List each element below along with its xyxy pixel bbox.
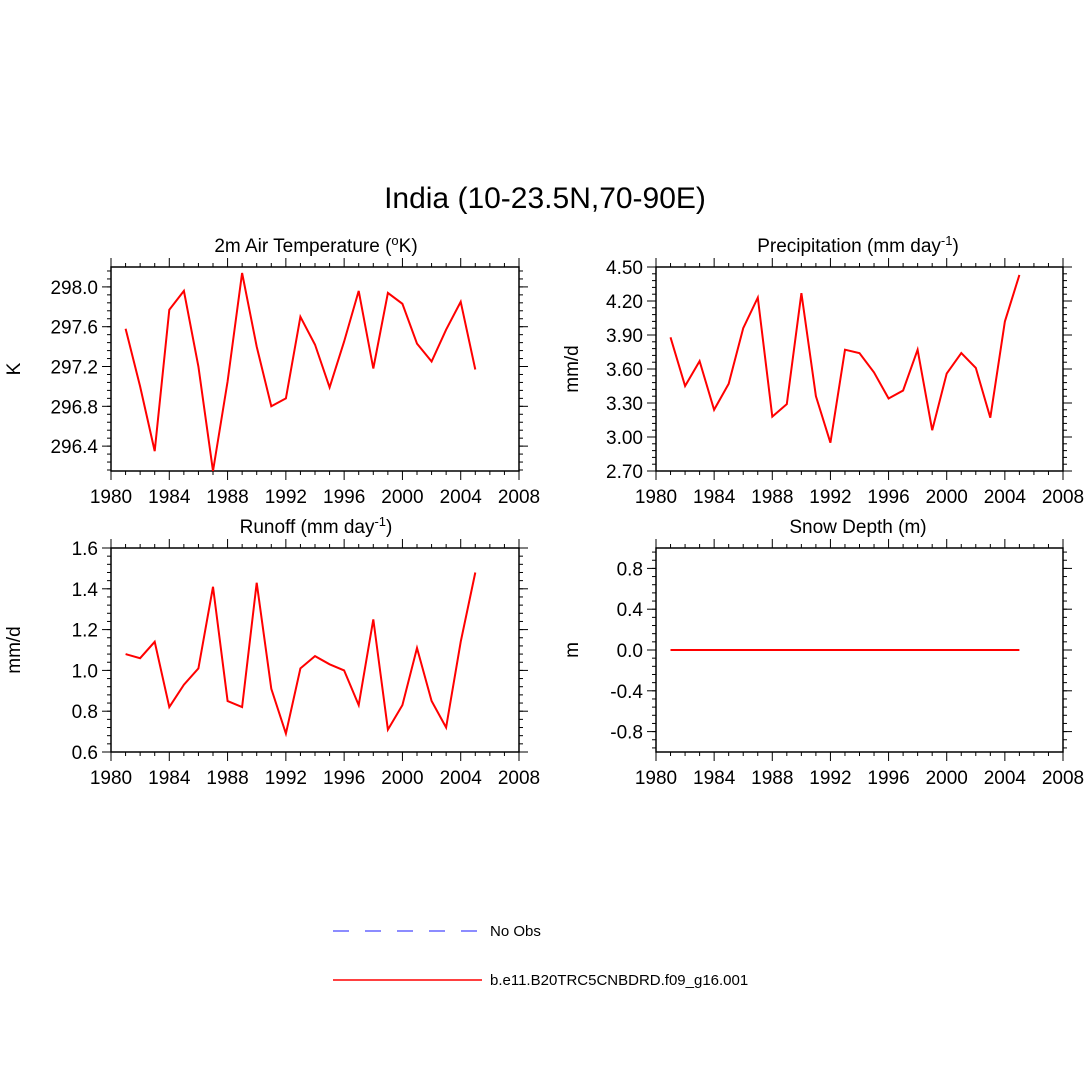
x-tick-label: 1996: [867, 768, 909, 789]
x-tick-label: 1984: [148, 768, 191, 789]
y-tick-label: 2.70: [606, 462, 643, 483]
y-tick-label: 3.60: [606, 360, 643, 381]
y-tick-label: 1.0: [72, 661, 98, 682]
figure-title: India (10-23.5N,70-90E): [384, 182, 706, 215]
x-tick-label: 2008: [1042, 768, 1084, 789]
x-tick-label: 1992: [265, 768, 307, 789]
y-axis-label: mm/d: [562, 345, 583, 393]
series-line: [669, 274, 1021, 443]
y-tick-label: 1.6: [72, 539, 98, 560]
x-tick-label: 1980: [635, 768, 677, 789]
x-tick-label: 2000: [926, 768, 968, 789]
x-tick-label: 2000: [926, 487, 968, 508]
y-tick-label: 3.90: [606, 326, 643, 347]
y-tick-label: -0.4: [610, 682, 643, 703]
x-tick-label: 1980: [635, 487, 677, 508]
series-line: [124, 272, 477, 472]
y-tick-label: 296.8: [50, 397, 98, 418]
y-tick-label: 296.4: [50, 437, 98, 458]
x-tick-label: 1988: [206, 487, 248, 508]
legend-label-no-obs: No Obs: [490, 923, 541, 940]
series-line: [125, 572, 477, 738]
plot-frame: [110, 266, 520, 472]
x-tick-label: 2004: [984, 768, 1027, 789]
panel-runoff: Runoff (mm day-1) 1980 1984 1988 1992 1996 20…: [4, 514, 540, 790]
y-tick-label: 297.2: [50, 358, 98, 379]
plot-area: 1980 1984 1988 1992 1996 2000 2004 2008 296.4 296…: [4, 258, 540, 508]
x-tick-label: 2000: [381, 487, 423, 508]
x-tick-label: 2008: [498, 768, 540, 789]
x-tick-label: 1988: [751, 768, 793, 789]
y-tick-label: 0.6: [72, 743, 98, 764]
y-axis-label: mm/d: [4, 626, 25, 674]
x-tick-label: 1980: [90, 768, 132, 789]
y-tick-label: 4.50: [606, 258, 643, 279]
y-tick-label: -0.8: [610, 723, 643, 744]
panel-title: 2m Air Temperature (oK): [214, 233, 417, 258]
y-tick-label: 1.4: [72, 580, 99, 601]
x-tick-label: 2004: [984, 487, 1027, 508]
x-tick-label: 1992: [265, 487, 307, 508]
y-axis-label: m: [562, 642, 583, 658]
panel-snow-depth: Snow Depth (m) 1980 1984 1988 1992 1996 2000 2…: [562, 517, 1084, 789]
x-tick-label: 2008: [498, 487, 540, 508]
x-tick-label: 2004: [440, 768, 483, 789]
y-tick-label: 3.30: [606, 394, 643, 415]
x-tick-label: 1996: [323, 768, 365, 789]
panel-title: Precipitation (mm day-1): [757, 233, 959, 258]
y-tick-label: 3.00: [606, 428, 643, 449]
x-tick-label: 1988: [751, 487, 793, 508]
panel-precipitation: Precipitation (mm day-1) 1980 1984 1988 199…: [562, 233, 1084, 509]
x-tick-label: 1984: [148, 487, 191, 508]
y-tick-label: 0.8: [72, 702, 98, 723]
plot-frame: [110, 547, 520, 753]
x-tick-label: 1980: [90, 487, 132, 508]
x-tick-label: 1992: [809, 487, 851, 508]
legend: No Obs b.e11.B20TRC5CNBDRD.f09_g16.001: [333, 923, 748, 989]
panel-title: Snow Depth (m): [789, 517, 926, 538]
panel-air-temperature: 2m Air Temperature (oK) 1980 1984 1988 1992…: [4, 233, 540, 509]
x-tick-label: 2008: [1042, 487, 1084, 508]
plot-area: 1980 1984 1988 1992 1996 2000 2004 2008 -0.8 -0.4…: [562, 539, 1084, 789]
y-tick-label: 0.4: [617, 600, 644, 621]
x-tick-label: 1996: [867, 487, 909, 508]
x-tick-label: 2004: [440, 487, 483, 508]
plot-area: 1980 1984 1988 1992 1996 2000 2004 2008 2.70 3.00…: [562, 258, 1084, 508]
x-tick-label: 1992: [809, 768, 851, 789]
x-tick-label: 1996: [323, 487, 365, 508]
y-tick-label: 297.6: [50, 318, 98, 339]
y-axis-label: K: [4, 362, 25, 375]
y-tick-label: 4.20: [606, 292, 643, 313]
plot-area: 1980 1984 1988 1992 1996 2000 2004 2008 0.6 0.8 1.…: [4, 539, 540, 789]
y-tick-label: 0.8: [617, 559, 643, 580]
plot-frame: [655, 266, 1064, 472]
y-tick-label: 0.0: [617, 641, 643, 662]
panel-title: Runoff (mm day-1): [240, 514, 393, 539]
x-tick-label: 2000: [381, 768, 423, 789]
x-tick-label: 1988: [206, 768, 248, 789]
legend-label-model: b.e11.B20TRC5CNBDRD.f09_g16.001: [490, 972, 748, 989]
y-tick-label: 1.2: [72, 621, 98, 642]
x-tick-label: 1984: [693, 487, 736, 508]
x-tick-label: 1984: [693, 768, 736, 789]
y-tick-label: 298.0: [50, 278, 98, 299]
